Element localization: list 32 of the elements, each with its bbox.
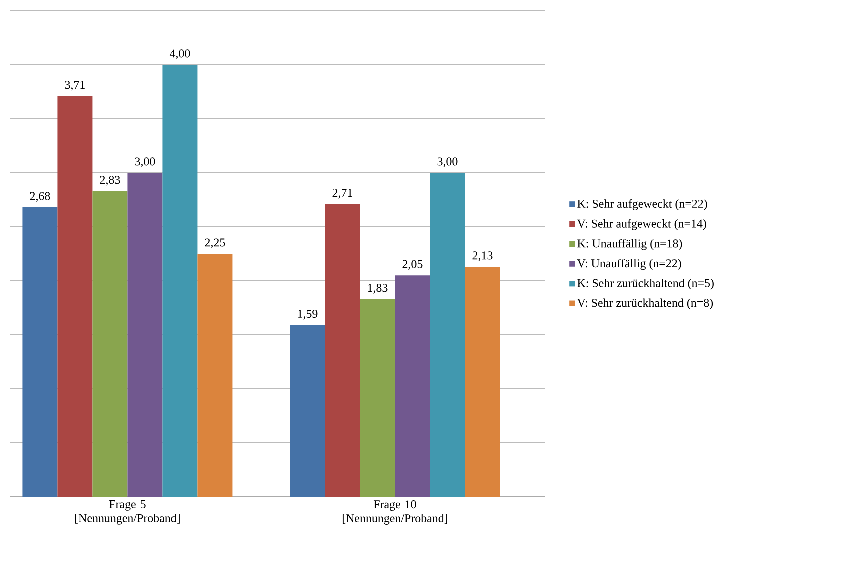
bar (162, 64, 198, 497)
data-label: 1,59 (298, 310, 318, 320)
x-tick-label: Frage 10 [Nennungen/Proband] (342, 500, 448, 525)
data-label: 1,83 (368, 284, 388, 294)
legend-label: V: Unauffällig (n=22) (577, 259, 682, 270)
data-label: 2,05 (402, 260, 423, 270)
data-label: 2,71 (332, 189, 352, 199)
bar (22, 208, 58, 497)
bar (395, 276, 430, 497)
legend-label: K: Sehr zurückhaltend (n=5) (578, 278, 714, 290)
data-label: 2,13 (472, 252, 493, 262)
bar (430, 172, 466, 497)
data-label: 3,71 (65, 81, 85, 91)
data-label: 2,83 (100, 176, 120, 186)
legend-label: V: Sehr zurückhaltend (n=8) (577, 298, 714, 310)
bar (198, 254, 233, 497)
legend-label: V: Sehr aufgeweckt (n=14) (577, 219, 706, 230)
data-label: 2,25 (205, 238, 226, 248)
bar (128, 172, 163, 497)
data-label: 3,00 (438, 158, 458, 168)
bar (290, 325, 326, 497)
legend-label: K: Unauffällig (n=18) (578, 239, 682, 250)
data-label: 2,68 (30, 192, 50, 202)
bar (58, 96, 93, 497)
x-tick-label: Frage 5 [Nennungen/Proband] (75, 500, 180, 525)
bar (465, 266, 500, 497)
bar (360, 299, 396, 497)
legend-label: K: Sehr aufgeweckt (n=22) (578, 199, 708, 210)
data-label: 3,00 (135, 158, 156, 168)
bar (92, 191, 128, 497)
data-label: 4,00 (170, 50, 190, 60)
bar (325, 204, 360, 497)
